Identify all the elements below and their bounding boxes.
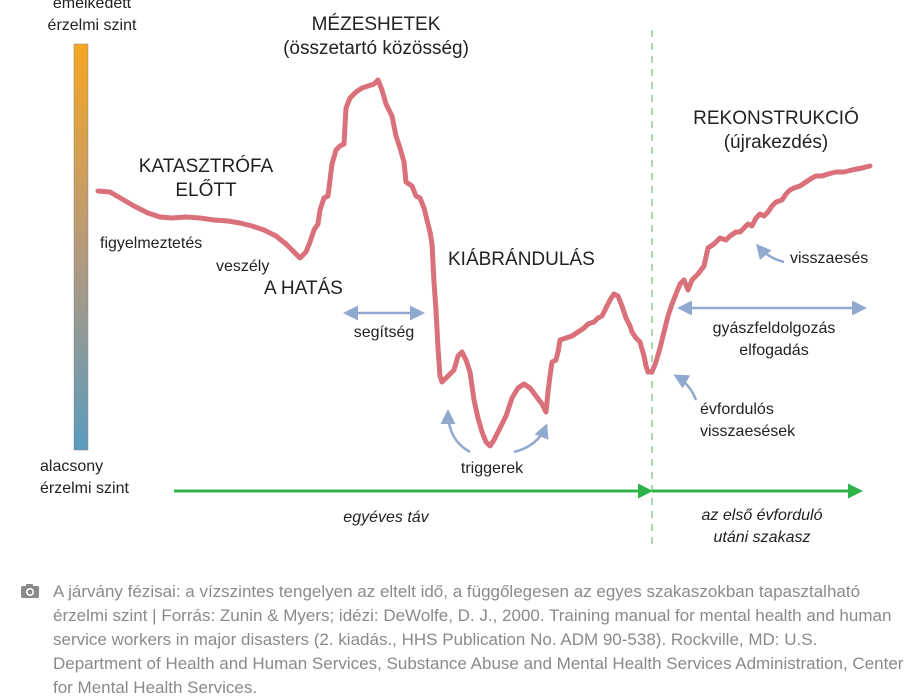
honeymoon-label: MÉZESHETEK (összetartó közösség)	[283, 14, 469, 59]
scale-top-label: emelkedett érzelmi szint	[48, 0, 137, 34]
warning-label: figyelmeztetés	[100, 235, 202, 252]
relapse-arrow	[756, 243, 785, 264]
emotion-curve	[95, 77, 873, 449]
after-anniversary-label: az első évforduló utáni szakasz	[702, 507, 823, 546]
disillusionment-label: KIÁBRÁNDULÁS	[448, 249, 595, 270]
emotion-scale-bar	[73, 43, 89, 451]
impact-label: A HATÁS	[264, 278, 343, 299]
disaster-phases-diagram: emelkedett érzelmi szint alacsony érzelmi …	[40, 0, 873, 550]
reconstruction-label: REKONSTRUKCIÓ (újrakezdés)	[693, 107, 859, 153]
scale-bottom-label: alacsony érzelmi szint	[40, 458, 129, 497]
caption-text: A járvány fézisai: a vízszintes tengelye…	[53, 582, 904, 697]
help-label: segítség	[354, 324, 414, 341]
trigger-arrow-right	[513, 423, 549, 454]
relapse-label: visszaesés	[790, 250, 868, 267]
camera-icon	[21, 584, 39, 598]
anniversary-arrow	[673, 374, 698, 401]
grief-label: gyászfeldolgozás elfogadás	[713, 320, 836, 359]
triggers-label: triggerek	[461, 460, 524, 477]
phase-before-label: KATASZTRÓFA ELŐTT	[139, 155, 274, 201]
anniversary-label: évfordulós visszaesések	[700, 401, 796, 440]
trigger-arrow-left	[440, 409, 471, 454]
one-year-label: egyéves táv	[343, 509, 429, 526]
threat-label: veszély	[216, 258, 269, 275]
